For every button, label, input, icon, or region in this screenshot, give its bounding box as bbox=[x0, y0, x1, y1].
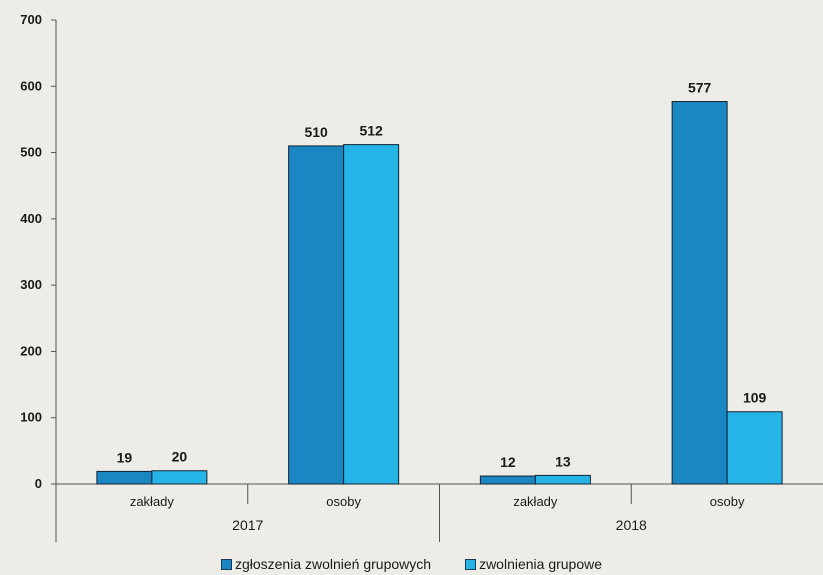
data-label: 577 bbox=[688, 80, 712, 96]
y-axis-ticks: 0 100 200 300 400 500 600 700 bbox=[20, 12, 56, 491]
data-label: 19 bbox=[117, 449, 133, 465]
y-tick-label: 200 bbox=[20, 343, 42, 358]
data-label: 20 bbox=[172, 449, 188, 465]
data-labels: 19 20 510 512 12 13 577 109 bbox=[117, 80, 767, 471]
category-label: osoby bbox=[710, 494, 745, 509]
x-axis-categories: zakłady osoby zakłady osoby bbox=[130, 494, 745, 509]
legend-swatch-series-1 bbox=[220, 558, 232, 570]
bar bbox=[534, 474, 591, 485]
y-tick-label: 300 bbox=[20, 277, 42, 292]
y-tick-label: 700 bbox=[20, 12, 42, 27]
bars bbox=[96, 101, 783, 485]
data-label: 12 bbox=[500, 454, 516, 470]
bar bbox=[151, 470, 208, 485]
bar bbox=[96, 470, 153, 485]
category-label: osoby bbox=[326, 494, 361, 509]
data-label: 510 bbox=[304, 124, 328, 140]
y-tick-label: 500 bbox=[20, 145, 42, 160]
legend-label-series-2: zwolnienia grupowe bbox=[479, 556, 603, 572]
y-tick-label: 600 bbox=[20, 78, 42, 93]
legend-label-series-1: zgłoszenia zwolnień grupowych bbox=[234, 556, 432, 572]
category-label: zakłady bbox=[513, 494, 558, 509]
bar bbox=[343, 144, 400, 485]
y-tick-label: 0 bbox=[35, 476, 42, 491]
data-label: 13 bbox=[555, 453, 571, 469]
legend-item-series-1: zgłoszenia zwolnień grupowych bbox=[220, 556, 432, 572]
data-label: 512 bbox=[359, 123, 383, 139]
bar bbox=[726, 411, 783, 485]
bar bbox=[671, 101, 728, 485]
bar bbox=[288, 145, 345, 485]
group-label: 2017 bbox=[232, 517, 263, 533]
bar bbox=[479, 475, 536, 485]
x-axis-groups: 2017 2018 bbox=[232, 517, 647, 533]
y-tick-label: 100 bbox=[20, 410, 42, 425]
category-label: zakłady bbox=[130, 494, 175, 509]
legend-item-series-2: zwolnienia grupowe bbox=[465, 556, 602, 572]
group-label: 2018 bbox=[616, 517, 647, 533]
legend-swatch-series-2 bbox=[465, 558, 477, 570]
data-label: 109 bbox=[743, 390, 767, 406]
y-tick-label: 400 bbox=[20, 211, 42, 226]
legend: zgłoszenia zwolnień grupowych zwolnienia… bbox=[0, 556, 823, 572]
